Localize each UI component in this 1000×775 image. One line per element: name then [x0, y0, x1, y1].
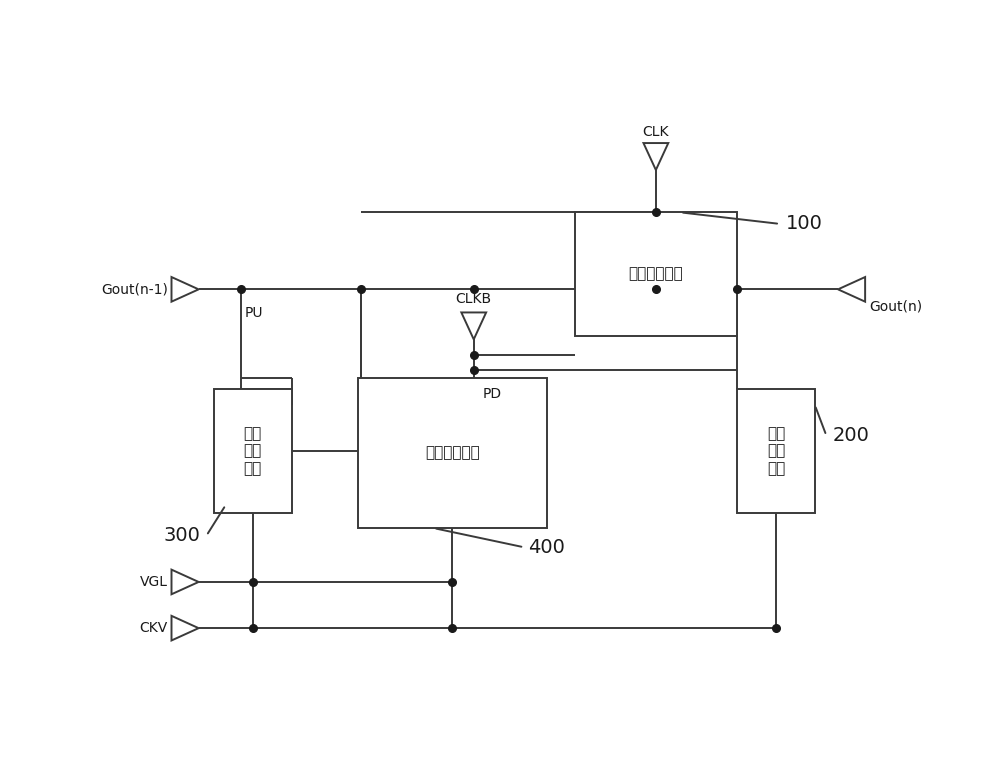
Bar	[358, 378, 547, 528]
Bar	[737, 390, 815, 512]
Text: CLK: CLK	[643, 125, 669, 139]
Bar	[214, 390, 292, 512]
Text: PD: PD	[483, 388, 502, 401]
Bar	[574, 212, 737, 336]
Text: 第一
下拉
单元: 第一 下拉 单元	[767, 426, 785, 476]
Text: 100: 100	[786, 215, 823, 233]
Text: 300: 300	[164, 526, 201, 546]
Text: Gout(n): Gout(n)	[869, 299, 922, 313]
Text: 第二
下拉
单元: 第二 下拉 单元	[244, 426, 262, 476]
Text: 200: 200	[833, 426, 869, 445]
Text: 400: 400	[528, 538, 565, 556]
Text: 输出控制单元: 输出控制单元	[629, 267, 683, 281]
Text: CLKB: CLKB	[456, 291, 492, 305]
Text: 下拉控制单元: 下拉控制单元	[425, 446, 480, 460]
Text: Gout(n-1): Gout(n-1)	[101, 282, 168, 296]
Text: CKV: CKV	[139, 621, 168, 636]
Text: VGL: VGL	[140, 575, 168, 589]
Text: PU: PU	[245, 306, 264, 320]
